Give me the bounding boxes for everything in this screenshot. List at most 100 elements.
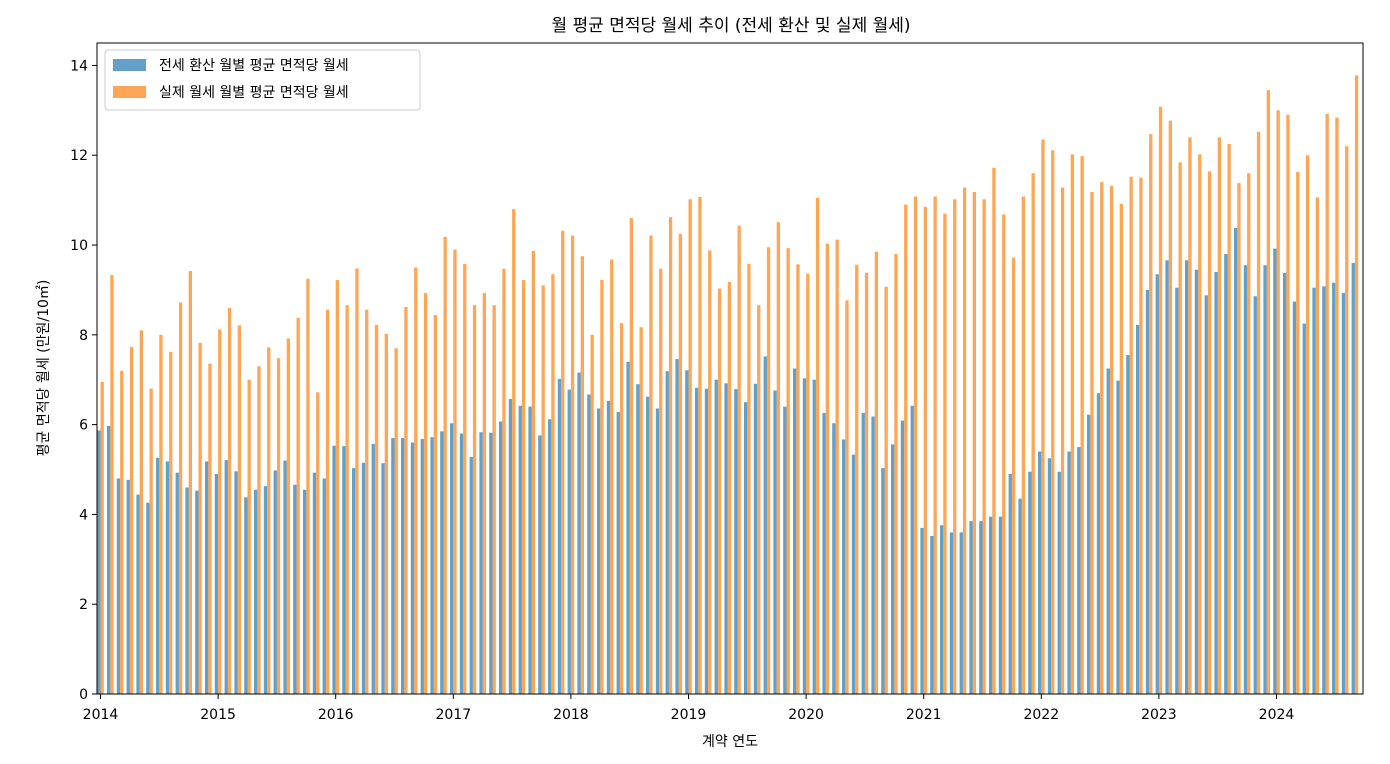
bar-series-2 [404, 306, 408, 694]
bar-series-2 [913, 196, 918, 695]
bar-series-2 [1286, 114, 1290, 694]
bar-series-2 [904, 204, 908, 694]
bar-series-2 [1207, 171, 1212, 694]
bar-series-1 [1126, 355, 1130, 694]
bar-series-2 [1149, 134, 1153, 694]
bar-series-1 [430, 437, 434, 694]
bar-series-1 [1145, 289, 1150, 694]
bar-series-1 [116, 478, 121, 694]
bar-series-1 [724, 383, 728, 694]
bar-series-2 [727, 281, 731, 694]
bar-series-1 [646, 396, 650, 694]
bar-series-2 [286, 338, 290, 694]
bar-series-2 [1315, 197, 1319, 694]
bar-series-2 [835, 239, 839, 694]
bar-series-2 [786, 248, 790, 694]
bar-series-2 [276, 358, 281, 694]
bar-series-2 [776, 222, 780, 694]
bar-series-2 [482, 293, 486, 694]
bar-series-2 [227, 307, 232, 694]
bar-series-1 [753, 383, 758, 694]
bar-series-2 [1227, 144, 1231, 694]
bar-series-1 [175, 472, 179, 694]
x-axis-label: 계약 연도 [702, 734, 758, 750]
bar-series-2 [1100, 182, 1104, 694]
bar-series-2 [629, 218, 633, 694]
bar-series-2 [1345, 146, 1349, 694]
bar-series-1 [606, 400, 611, 694]
bar-series-1 [1224, 254, 1228, 694]
bar-series-1 [263, 486, 268, 694]
bar-series-2 [678, 233, 682, 694]
bar-series-1 [665, 371, 669, 694]
bar-series-1 [303, 489, 307, 694]
bar-series-1 [244, 497, 248, 694]
bar-series-2 [570, 235, 575, 695]
bar-series-2 [757, 305, 761, 694]
bar-series-1 [322, 478, 326, 694]
bar-series-1 [793, 368, 797, 694]
bar-series-1 [1263, 265, 1267, 694]
bar-series-2 [1080, 156, 1084, 694]
bar-series-1 [469, 456, 473, 694]
y-tick-label: 2 [79, 597, 88, 613]
bar-series-1 [342, 446, 346, 694]
bar-series-2 [1041, 139, 1045, 694]
bar-series-1 [636, 384, 640, 694]
y-tick-label: 10 [70, 238, 88, 254]
bar-series-1 [685, 370, 689, 694]
bar-series-2 [237, 325, 241, 694]
bar-series-1 [97, 430, 101, 694]
bar-series-2 [1256, 131, 1261, 694]
bar-series-2 [325, 309, 330, 694]
bars [97, 75, 1359, 695]
x-tick-label: 2023 [1141, 707, 1177, 723]
bar-series-1 [1096, 393, 1101, 694]
bar-series-1 [185, 487, 189, 694]
bar-series-2 [806, 273, 810, 694]
bar-series-2 [561, 230, 565, 695]
bar-series-1 [1106, 368, 1110, 694]
x-tick-label: 2014 [83, 707, 119, 723]
bar-series-2 [1139, 177, 1143, 694]
bar-series-2 [649, 235, 653, 695]
legend-label-series-1: 전세 환산 월별 평균 면적당 월세 [159, 58, 349, 74]
bar-series-2 [884, 286, 888, 694]
bar-series-1 [107, 425, 111, 694]
bar-series-1 [597, 408, 601, 694]
x-axis: 2014 2015 2016 2017 2018 2019 2020 2021 2022 2023… [83, 694, 1294, 723]
bar-series-2 [1237, 183, 1241, 694]
y-tick-label: 8 [79, 328, 88, 344]
bar-series-2 [1168, 120, 1172, 695]
legend-swatch-series-1 [113, 59, 146, 71]
bar-series-2 [247, 379, 251, 694]
bar-series-2 [149, 388, 153, 694]
bar-series-1 [812, 379, 816, 694]
bar-series-1 [224, 460, 228, 694]
bar-series-1 [479, 432, 483, 694]
bar-series-2 [374, 324, 379, 694]
bar-series-1 [822, 412, 826, 694]
bar-series-1 [508, 399, 513, 694]
bar-series-2 [120, 370, 124, 694]
bar-series-1 [1008, 474, 1012, 694]
bar-series-1 [1322, 286, 1326, 694]
bar-series-1 [949, 532, 954, 694]
bar-series-2 [110, 275, 114, 694]
bar-series-2 [1198, 154, 1202, 695]
bar-series-1 [371, 443, 375, 694]
bar-series-2 [982, 199, 986, 695]
bar-series-1 [1341, 293, 1346, 694]
bar-series-2 [365, 309, 369, 694]
bar-series-2 [1178, 162, 1182, 695]
bar-series-1 [763, 356, 767, 694]
bar-series-1 [205, 461, 209, 694]
bar-series-2 [100, 381, 104, 694]
y-tick-label: 12 [70, 148, 88, 164]
bar-series-1 [930, 535, 934, 694]
bar-series-2 [590, 334, 594, 694]
bar-series-1 [773, 390, 777, 694]
bar-series-2 [992, 167, 996, 694]
bar-series-1 [381, 463, 385, 694]
bar-series-1 [1283, 272, 1287, 694]
